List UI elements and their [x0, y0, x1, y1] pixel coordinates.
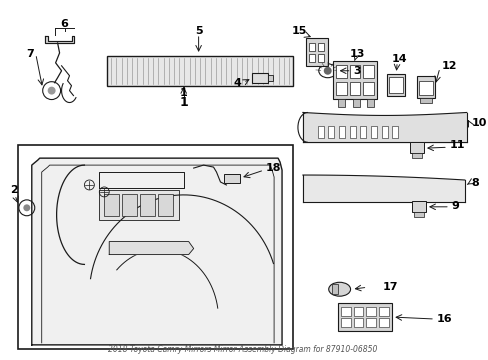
Text: 15: 15: [291, 26, 306, 36]
Bar: [252, 73, 267, 83]
Bar: [224, 174, 240, 183]
Circle shape: [323, 67, 331, 75]
Text: 14: 14: [390, 54, 406, 64]
Bar: [409, 142, 423, 153]
Text: 1: 1: [179, 96, 188, 109]
Bar: [337, 303, 391, 331]
Bar: [360, 126, 366, 138]
Bar: [317, 43, 323, 51]
Text: 11: 11: [449, 140, 465, 150]
Bar: [18, 145, 292, 349]
Text: 7: 7: [26, 49, 34, 59]
Bar: [379, 318, 388, 327]
Text: 5: 5: [194, 26, 202, 36]
Text: 10: 10: [471, 118, 486, 129]
Text: 2018 Toyota Camry Mirrors Mirror Assembly Diagram for 87910-06850: 2018 Toyota Camry Mirrors Mirror Assembl…: [107, 345, 376, 354]
Circle shape: [47, 87, 56, 95]
Bar: [366, 318, 376, 327]
Text: 13: 13: [349, 49, 365, 59]
Bar: [353, 307, 363, 316]
Bar: [381, 126, 387, 138]
Text: 3: 3: [353, 66, 361, 76]
Text: 17: 17: [382, 282, 397, 292]
Text: 18: 18: [265, 163, 281, 173]
Bar: [328, 126, 334, 138]
Bar: [308, 54, 314, 62]
Bar: [349, 65, 360, 78]
Bar: [352, 99, 359, 107]
Bar: [349, 82, 360, 95]
Bar: [122, 194, 137, 216]
Bar: [411, 153, 421, 158]
Bar: [363, 65, 374, 78]
Circle shape: [23, 204, 30, 211]
Bar: [363, 82, 374, 95]
Polygon shape: [109, 242, 193, 255]
Text: 8: 8: [471, 178, 479, 188]
Bar: [379, 307, 388, 316]
Bar: [317, 126, 323, 138]
Polygon shape: [44, 36, 74, 43]
Ellipse shape: [318, 64, 336, 78]
Bar: [366, 99, 374, 107]
Bar: [370, 126, 376, 138]
Bar: [413, 212, 423, 217]
Text: 6: 6: [61, 19, 68, 29]
Bar: [386, 74, 405, 96]
Bar: [317, 54, 323, 62]
Bar: [340, 318, 350, 327]
Bar: [267, 75, 272, 81]
Bar: [335, 82, 346, 95]
Bar: [335, 65, 346, 78]
Bar: [104, 194, 119, 216]
Bar: [418, 81, 432, 95]
Ellipse shape: [328, 282, 350, 296]
Text: 9: 9: [451, 201, 459, 211]
Bar: [416, 76, 434, 98]
Text: 2: 2: [10, 185, 18, 195]
Polygon shape: [32, 158, 282, 345]
Bar: [331, 284, 337, 294]
Bar: [388, 77, 403, 93]
Text: 1: 1: [180, 87, 187, 98]
Bar: [353, 318, 363, 327]
Bar: [411, 201, 425, 212]
Text: 4: 4: [233, 78, 241, 88]
Bar: [340, 307, 350, 316]
Bar: [366, 307, 376, 316]
Text: 12: 12: [441, 61, 456, 71]
Bar: [158, 194, 172, 216]
Bar: [338, 126, 345, 138]
Bar: [419, 98, 431, 103]
Text: 16: 16: [436, 314, 452, 324]
Bar: [107, 56, 292, 86]
Bar: [349, 126, 355, 138]
Bar: [337, 99, 344, 107]
Bar: [332, 61, 377, 99]
Bar: [391, 126, 397, 138]
Bar: [305, 38, 327, 66]
Bar: [140, 194, 155, 216]
Bar: [99, 190, 179, 220]
Bar: [308, 43, 314, 51]
